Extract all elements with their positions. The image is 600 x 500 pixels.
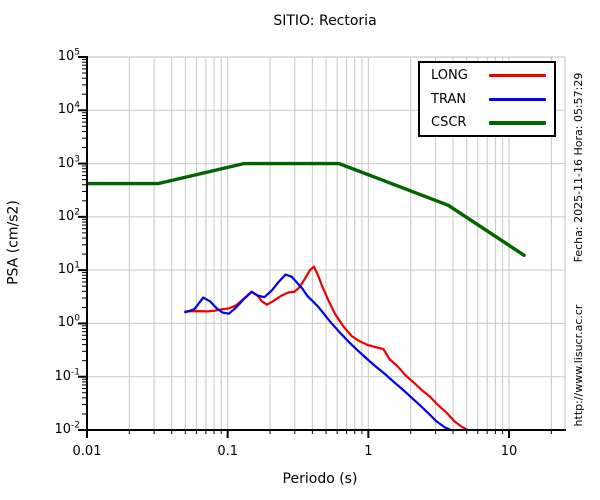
curves-group [86, 161, 526, 431]
y-tick-label: 100 [57, 314, 80, 331]
legend-line-swatch [489, 97, 546, 101]
x-tick-label: 0.01 [72, 444, 102, 459]
x-tick-label: 1 [364, 444, 373, 459]
y-tick-label: 104 [57, 100, 80, 118]
x-tick-label: 0.1 [217, 444, 239, 459]
url-side-text: http://www.lisucr.ac.cr [572, 304, 585, 427]
legend-line-swatch [489, 74, 546, 77]
curve-cscr [86, 161, 526, 258]
x-tick-label: 10 [500, 444, 518, 459]
y-tick-label: 101 [57, 260, 80, 278]
legend-entry-long: LONG [420, 65, 554, 87]
y-tick-label: 102 [57, 207, 80, 224]
legend-line-swatch [489, 120, 546, 125]
chart-title: SITIO: Rectoria [273, 13, 377, 29]
legend-entry-cscr: CSCR [420, 112, 554, 134]
curve-tran [184, 273, 452, 431]
y-tick-label: 105 [57, 47, 80, 64]
legend: LONG TRAN CSCR [418, 61, 556, 137]
legend-entry-tran: TRAN [420, 88, 554, 110]
y-tick-label: 10-1 [54, 367, 80, 384]
x-axis-label: Periodo (s) [282, 471, 358, 487]
legend-label: CSCR [431, 115, 467, 130]
legend-label: TRAN [431, 91, 467, 107]
legend-label: LONG [431, 68, 468, 83]
y-axis-label: PSA (cm/s2) [5, 200, 22, 285]
timestamp-side-text: Fecha: 2025-11-16 Hora: 05:57:29 [572, 72, 585, 263]
y-tick-label: 103 [57, 154, 80, 171]
y-tick-label: 10-2 [54, 420, 80, 437]
